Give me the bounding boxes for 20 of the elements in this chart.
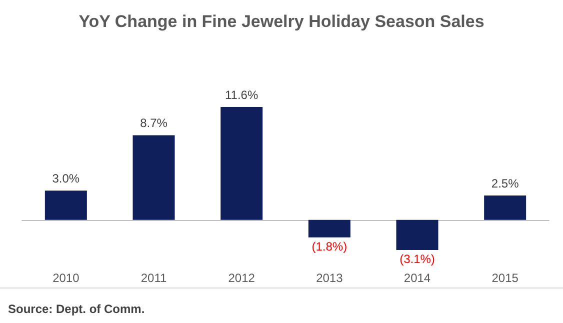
chart-title: YoY Change in Fine Jewelry Holiday Season Sales xyxy=(78,12,484,31)
x-tick-label: 2010 xyxy=(52,271,80,285)
data-label: (1.8%) xyxy=(312,239,348,254)
data-label: (3.1%) xyxy=(400,252,435,266)
bar xyxy=(44,190,87,220)
data-label: 8.7% xyxy=(140,116,168,130)
bar xyxy=(132,135,175,220)
x-tick-label: 2013 xyxy=(316,271,344,285)
x-tick-label: 2012 xyxy=(228,271,256,285)
data-label: 3.0% xyxy=(52,172,80,186)
bar xyxy=(396,220,438,250)
x-tick-label: 2014 xyxy=(404,271,431,285)
data-label: 2.5% xyxy=(491,176,520,191)
bar xyxy=(484,196,526,220)
source-note: Source: Dept. of Comm. xyxy=(8,302,145,316)
data-label: 11.6% xyxy=(225,88,258,102)
x-tick-label: 2011 xyxy=(140,271,167,285)
bar xyxy=(308,220,350,238)
bar xyxy=(220,107,263,220)
x-tick-label: 2015 xyxy=(492,271,519,285)
